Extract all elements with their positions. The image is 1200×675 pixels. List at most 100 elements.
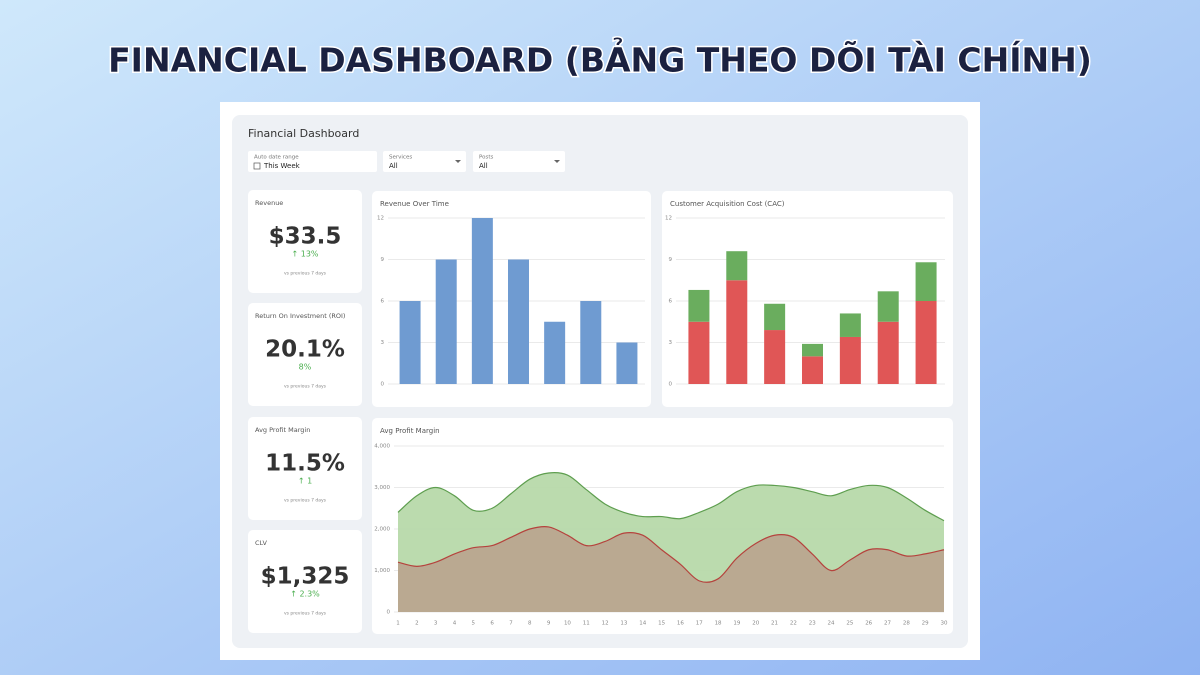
x-tick-label: 17 <box>696 621 703 627</box>
kpi-change: ↑ 1 <box>298 477 312 486</box>
y-tick-label: 0 <box>381 382 385 388</box>
kpi-change: ↑ 2.3% <box>290 590 320 599</box>
bar <box>508 259 529 384</box>
x-tick-label: 13 <box>620 621 627 627</box>
chart-title: Avg Profit Margin <box>380 427 440 435</box>
x-tick-label: 4 <box>453 621 457 627</box>
y-tick-label: 3 <box>669 340 673 346</box>
bar <box>544 321 566 384</box>
y-tick-label: 1,000 <box>374 568 390 574</box>
kpi-value: $33.5 <box>269 224 342 250</box>
dropdown-caret <box>554 160 560 163</box>
x-tick-label: 12 <box>602 621 609 627</box>
y-tick-label: 3,000 <box>374 485 390 491</box>
bar-segment <box>915 301 937 384</box>
kpi-change: ↑ 13% <box>291 250 318 259</box>
bar-segment <box>839 336 861 384</box>
bar-segment <box>726 280 748 384</box>
x-tick-label: 24 <box>828 621 835 627</box>
y-tick-label: 6 <box>381 299 385 305</box>
bar-segment <box>726 251 748 281</box>
y-tick-label: 3 <box>381 340 385 346</box>
bar-segment <box>839 313 861 337</box>
bar <box>435 259 457 384</box>
filter-box <box>383 151 466 172</box>
x-tick-label: 2 <box>415 621 419 627</box>
x-tick-label: 14 <box>639 621 646 627</box>
kpi-change: 8% <box>299 363 312 372</box>
x-tick-label: 9 <box>547 621 551 627</box>
kpi-card <box>248 303 362 406</box>
filter-value: All <box>479 162 488 170</box>
y-tick-label: 12 <box>665 216 672 222</box>
x-tick-label: 29 <box>922 621 929 627</box>
page-title: FINANCIAL DASHBOARD (BẢNG THEO DÕI TÀI C… <box>108 37 1092 80</box>
x-tick-label: 28 <box>903 621 910 627</box>
bar-segment <box>688 321 710 384</box>
filter-box <box>248 151 377 172</box>
x-tick-label: 21 <box>771 621 778 627</box>
area <box>398 526 944 612</box>
bar-segment <box>877 321 899 384</box>
y-tick-label: 2,000 <box>374 527 390 533</box>
x-tick-label: 11 <box>583 621 590 627</box>
bar <box>471 218 493 384</box>
y-tick-label: 0 <box>669 382 673 388</box>
x-tick-label: 5 <box>472 621 476 627</box>
x-tick-label: 19 <box>733 621 740 627</box>
x-tick-label: 22 <box>790 621 797 627</box>
x-tick-label: 1 <box>396 621 400 627</box>
y-tick-label: 0 <box>387 610 391 616</box>
bar-segment <box>764 303 786 331</box>
x-tick-label: 25 <box>846 621 853 627</box>
bar <box>580 301 602 384</box>
kpi-label: CLV <box>255 539 267 547</box>
y-tick-label: 9 <box>381 257 385 263</box>
x-tick-label: 15 <box>658 621 665 627</box>
kpi-card <box>248 417 362 520</box>
line <box>397 525 945 583</box>
filter-label: Auto date range <box>254 155 299 161</box>
y-tick-label: 4,000 <box>374 444 390 450</box>
kpi-label: Avg Profit Margin <box>255 426 310 434</box>
x-tick-label: 20 <box>752 621 759 627</box>
x-tick-label: 10 <box>564 621 571 627</box>
calendar-icon <box>253 162 261 170</box>
chart-title: Customer Acquisition Cost (CAC) <box>670 200 785 208</box>
bar-segment <box>764 330 786 384</box>
filter-label: Posts <box>479 155 494 161</box>
bar <box>399 301 421 384</box>
bar-segment <box>915 262 937 301</box>
bar-segment <box>688 289 710 322</box>
x-tick-label: 6 <box>490 621 494 627</box>
x-tick-label: 3 <box>434 621 438 627</box>
kpi-value: 11.5% <box>265 451 345 477</box>
filter-label: Services <box>389 155 412 161</box>
line <box>397 471 945 522</box>
x-tick-label: 30 <box>941 621 948 627</box>
bar-segment <box>802 343 823 357</box>
bar-segment <box>877 291 899 322</box>
filter-value: This Week <box>263 162 301 170</box>
y-tick-label: 9 <box>669 257 673 263</box>
kpi-note: vs previous 7 days <box>284 384 327 390</box>
x-tick-label: 23 <box>809 621 816 627</box>
x-tick-label: 7 <box>509 621 513 627</box>
kpi-card <box>248 530 362 633</box>
dashboard-title: Financial Dashboard <box>248 127 359 140</box>
bar-segment <box>802 356 823 384</box>
y-tick-label: 12 <box>377 216 384 222</box>
x-tick-label: 18 <box>715 621 722 627</box>
chart-title: Revenue Over Time <box>380 200 449 208</box>
x-tick-label: 26 <box>865 621 872 627</box>
kpi-value: 20.1% <box>265 337 345 363</box>
kpi-note: vs previous 7 days <box>284 611 327 617</box>
kpi-label: Revenue <box>255 199 283 207</box>
kpi-value: $1,325 <box>261 564 350 590</box>
dropdown-caret <box>455 160 461 163</box>
x-tick-label: 8 <box>528 621 532 627</box>
kpi-note: vs previous 7 days <box>284 271 327 277</box>
x-tick-label: 16 <box>677 621 684 627</box>
filter-value: All <box>389 162 398 170</box>
